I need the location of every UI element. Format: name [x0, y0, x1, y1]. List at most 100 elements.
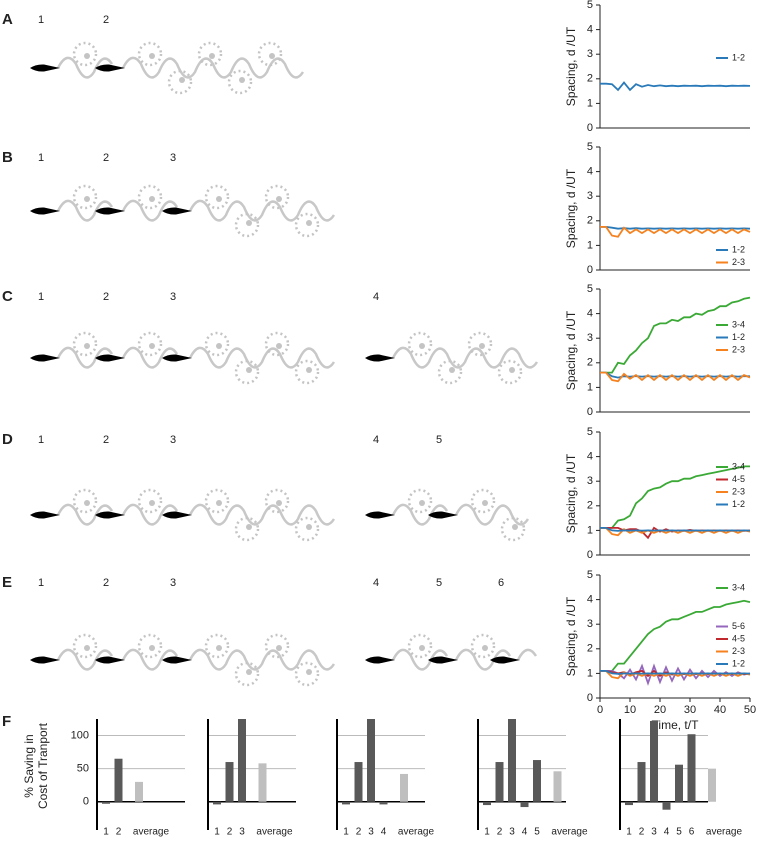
vortex-core — [84, 343, 90, 349]
y-axis-label: Cost of Tranport — [36, 722, 50, 809]
panel-letter: D — [2, 431, 13, 448]
foil — [162, 207, 192, 215]
x-tick-label: 50 — [744, 704, 756, 716]
x-tick-label: 1 — [103, 827, 109, 838]
vortex — [264, 184, 290, 210]
bar — [114, 758, 123, 802]
vortex-core — [512, 524, 518, 530]
bar — [520, 801, 529, 808]
vortex — [407, 331, 433, 357]
wake-line — [391, 648, 449, 671]
y-tick-label: 4 — [587, 24, 593, 36]
vortex-core — [419, 343, 425, 349]
vortex — [197, 41, 223, 67]
series-line — [600, 465, 750, 529]
y-tick-label: 3 — [587, 48, 593, 60]
foil — [95, 207, 125, 215]
y-axis-label: % Saving in — [22, 734, 36, 797]
legend-label: 2-3 — [732, 486, 745, 496]
vortex — [137, 41, 163, 67]
foil — [162, 354, 192, 362]
vortex-core — [419, 500, 425, 506]
vortex — [167, 69, 193, 95]
y-tick-label: 5 — [587, 569, 593, 581]
bar — [135, 781, 143, 802]
y-tick-label: 5 — [587, 0, 593, 11]
wake-line — [121, 56, 305, 79]
legend-label: 1-2 — [732, 244, 745, 254]
vortex — [497, 359, 523, 385]
y-tick-label: 4 — [587, 166, 593, 178]
y-tick-label: 2 — [587, 500, 593, 512]
foil — [428, 511, 458, 519]
bar — [508, 719, 516, 802]
vortex — [407, 633, 433, 659]
vortex — [257, 41, 283, 67]
vortex — [72, 488, 98, 514]
wake-line — [188, 346, 336, 369]
vortex-core — [149, 645, 155, 651]
vortex-core — [246, 367, 252, 373]
vortex — [407, 488, 433, 514]
vortex-core — [449, 367, 455, 373]
wake-line — [121, 648, 179, 671]
bar — [258, 763, 267, 802]
y-tick-label: 50 — [77, 763, 89, 775]
x-tick-label: 20 — [654, 704, 666, 716]
legend-label: 4-5 — [732, 474, 745, 484]
bar — [495, 762, 504, 802]
vortex-core — [84, 196, 90, 202]
vortex — [234, 661, 260, 687]
foil-label: 3 — [170, 291, 176, 303]
y-tick-label: 1 — [587, 667, 593, 679]
vortex — [234, 516, 260, 542]
vortex — [204, 488, 230, 514]
bar — [379, 801, 388, 805]
y-tick-label: 1 — [587, 97, 593, 109]
bar — [483, 801, 491, 806]
foil — [95, 64, 125, 72]
legend-label: 5-6 — [732, 621, 745, 631]
foil-label: 4 — [373, 291, 379, 303]
vortex-core — [482, 645, 488, 651]
y-tick-label: 0 — [587, 406, 593, 418]
bar — [400, 773, 408, 802]
vortex — [204, 331, 230, 357]
wake-line — [188, 648, 336, 671]
legend-label: 3-4 — [732, 582, 745, 592]
foil — [30, 511, 60, 519]
vortex-core — [306, 220, 312, 226]
vortex — [72, 633, 98, 659]
foil-label: 5 — [436, 577, 442, 589]
x-tick-label: average — [133, 827, 170, 838]
x-tick-label: 2 — [497, 827, 503, 838]
y-tick-label: 3 — [587, 332, 593, 344]
vortex — [470, 488, 496, 514]
x-tick-label: 1 — [343, 827, 349, 838]
x-tick-label: 1 — [214, 827, 220, 838]
vortex-core — [276, 500, 282, 506]
vortex — [294, 516, 320, 542]
series-line — [600, 670, 751, 675]
bar — [553, 771, 562, 802]
wake-line — [516, 648, 538, 661]
y-tick-label: 3 — [587, 618, 593, 630]
series-line — [600, 599, 751, 672]
y-tick-label: 0 — [587, 549, 593, 561]
foil-label: 2 — [103, 14, 109, 26]
foil-label: 1 — [38, 577, 44, 589]
vortex — [470, 633, 496, 659]
foil-label: 3 — [170, 434, 176, 446]
y-axis-label: Spacing, d /UT — [564, 26, 578, 106]
legend-label: 3-4 — [732, 461, 745, 471]
bar — [225, 762, 234, 802]
vortex — [264, 633, 290, 659]
foil-label: 4 — [373, 577, 379, 589]
vortex-core — [276, 645, 282, 651]
wake-line — [56, 199, 114, 222]
foil-label: 2 — [103, 291, 109, 303]
foil-label: 2 — [103, 434, 109, 446]
vortex — [467, 331, 493, 357]
foil — [95, 656, 125, 664]
vortex-core — [84, 500, 90, 506]
